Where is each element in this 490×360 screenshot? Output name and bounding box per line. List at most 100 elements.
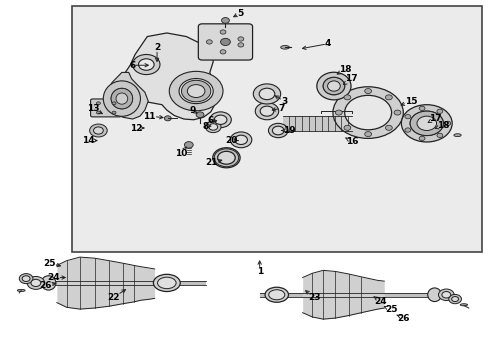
- Text: 7: 7: [272, 104, 285, 113]
- Text: 15: 15: [401, 96, 417, 105]
- Ellipse shape: [253, 84, 281, 104]
- Circle shape: [344, 95, 351, 100]
- Circle shape: [220, 30, 226, 34]
- Ellipse shape: [259, 88, 275, 100]
- Ellipse shape: [269, 123, 288, 138]
- Ellipse shape: [205, 121, 221, 133]
- Circle shape: [365, 132, 371, 136]
- Ellipse shape: [323, 77, 344, 95]
- Circle shape: [184, 141, 193, 148]
- Ellipse shape: [41, 276, 56, 290]
- Circle shape: [335, 110, 342, 115]
- Ellipse shape: [181, 80, 211, 102]
- Ellipse shape: [452, 297, 459, 302]
- Ellipse shape: [213, 148, 240, 168]
- Text: 9: 9: [189, 105, 197, 114]
- Ellipse shape: [255, 103, 279, 120]
- Text: 25: 25: [43, 259, 60, 268]
- Ellipse shape: [116, 93, 128, 104]
- Text: 21: 21: [205, 158, 221, 167]
- Text: 3: 3: [275, 96, 287, 105]
- Circle shape: [405, 114, 411, 119]
- Text: 24: 24: [374, 297, 387, 306]
- Circle shape: [206, 40, 212, 44]
- Circle shape: [365, 89, 371, 94]
- Ellipse shape: [344, 95, 392, 130]
- Circle shape: [112, 111, 116, 114]
- Circle shape: [437, 109, 443, 113]
- Ellipse shape: [158, 277, 176, 289]
- Circle shape: [344, 125, 351, 130]
- Circle shape: [220, 39, 230, 45]
- Ellipse shape: [169, 71, 223, 111]
- Ellipse shape: [133, 54, 160, 75]
- Text: 6: 6: [208, 116, 217, 125]
- Ellipse shape: [94, 127, 103, 134]
- Ellipse shape: [323, 77, 344, 95]
- Ellipse shape: [187, 85, 205, 98]
- Ellipse shape: [139, 59, 154, 70]
- Circle shape: [437, 133, 443, 138]
- Circle shape: [112, 102, 116, 105]
- Ellipse shape: [111, 88, 133, 109]
- Text: 26: 26: [39, 281, 55, 290]
- Text: 10: 10: [175, 147, 188, 158]
- Text: 24: 24: [47, 273, 65, 282]
- Text: 25: 25: [384, 305, 398, 314]
- FancyBboxPatch shape: [91, 99, 122, 117]
- Ellipse shape: [417, 116, 437, 131]
- Ellipse shape: [209, 124, 218, 130]
- Text: 5: 5: [234, 9, 243, 18]
- Ellipse shape: [22, 276, 30, 282]
- Text: 6: 6: [129, 61, 148, 70]
- FancyBboxPatch shape: [198, 24, 252, 60]
- Ellipse shape: [328, 81, 340, 91]
- FancyBboxPatch shape: [72, 6, 482, 252]
- Ellipse shape: [179, 78, 213, 104]
- Circle shape: [196, 112, 204, 118]
- Ellipse shape: [111, 88, 133, 109]
- Circle shape: [405, 128, 411, 132]
- Text: 13: 13: [87, 104, 102, 114]
- Text: 22: 22: [107, 290, 125, 302]
- Circle shape: [220, 50, 226, 54]
- Text: 8: 8: [203, 122, 211, 131]
- Ellipse shape: [442, 292, 451, 298]
- Ellipse shape: [460, 304, 467, 306]
- Circle shape: [419, 136, 425, 140]
- Text: 17: 17: [428, 114, 442, 123]
- Ellipse shape: [269, 290, 285, 300]
- Circle shape: [221, 18, 229, 23]
- Ellipse shape: [272, 126, 284, 135]
- Ellipse shape: [90, 124, 107, 137]
- Text: 4: 4: [302, 39, 331, 49]
- Ellipse shape: [218, 151, 235, 164]
- Ellipse shape: [210, 112, 231, 128]
- Text: 19: 19: [282, 126, 295, 135]
- Circle shape: [238, 43, 244, 47]
- Ellipse shape: [260, 106, 274, 116]
- Circle shape: [394, 110, 401, 115]
- Ellipse shape: [235, 135, 247, 144]
- Ellipse shape: [317, 72, 351, 100]
- Text: 23: 23: [306, 291, 320, 302]
- Text: 11: 11: [144, 112, 163, 121]
- Text: 1: 1: [257, 261, 263, 276]
- Ellipse shape: [27, 276, 45, 289]
- Ellipse shape: [428, 288, 441, 302]
- Ellipse shape: [449, 294, 462, 304]
- Text: 2: 2: [154, 43, 160, 61]
- Ellipse shape: [265, 287, 289, 302]
- Ellipse shape: [410, 111, 443, 135]
- Text: 14: 14: [82, 136, 97, 145]
- Polygon shape: [106, 72, 148, 119]
- Ellipse shape: [103, 81, 141, 116]
- Ellipse shape: [230, 132, 252, 148]
- Polygon shape: [122, 33, 216, 120]
- Ellipse shape: [31, 279, 41, 287]
- Text: 18: 18: [337, 65, 351, 74]
- Circle shape: [97, 102, 100, 105]
- Ellipse shape: [17, 289, 25, 292]
- Ellipse shape: [19, 274, 33, 284]
- Circle shape: [445, 121, 451, 126]
